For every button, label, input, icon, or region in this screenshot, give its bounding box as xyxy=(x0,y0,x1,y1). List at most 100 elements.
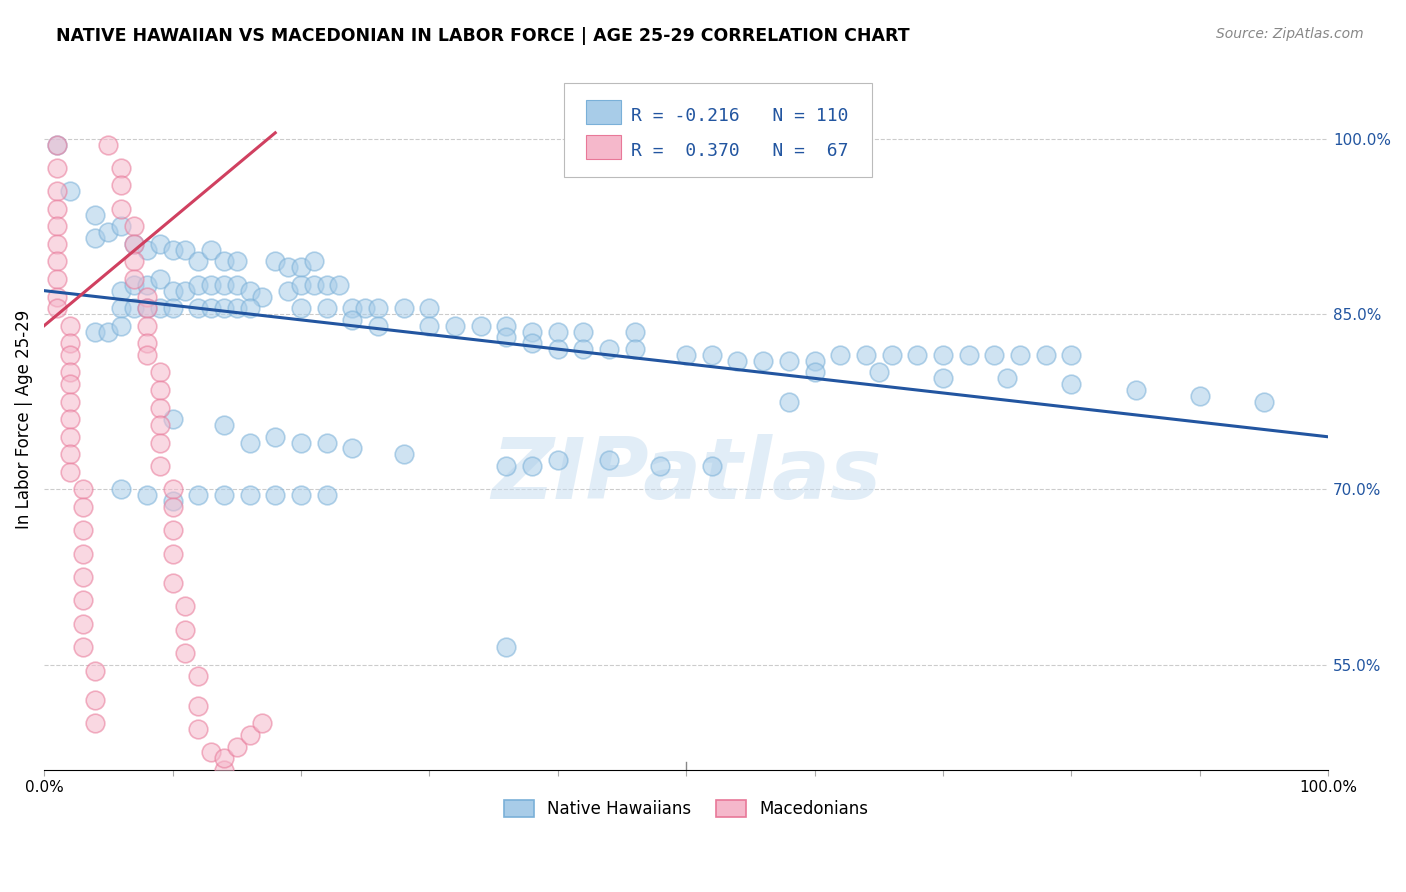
Point xyxy=(290,301,312,316)
Point xyxy=(174,243,197,257)
Point xyxy=(225,254,247,268)
Point xyxy=(59,430,82,444)
Point xyxy=(110,178,132,193)
Point xyxy=(162,412,184,426)
Point xyxy=(727,353,749,368)
Point xyxy=(72,593,94,607)
Point xyxy=(135,348,157,362)
Point xyxy=(84,664,107,678)
Point xyxy=(135,289,157,303)
Point xyxy=(520,325,543,339)
FancyBboxPatch shape xyxy=(564,83,872,178)
Point xyxy=(187,488,209,502)
Point xyxy=(495,458,517,473)
Point xyxy=(110,483,132,497)
Point xyxy=(149,301,172,316)
Point xyxy=(122,254,145,268)
Point xyxy=(212,277,235,292)
Point xyxy=(328,277,350,292)
Point xyxy=(957,348,980,362)
Point xyxy=(59,412,82,426)
Point xyxy=(623,342,645,356)
Point xyxy=(200,243,222,257)
Point xyxy=(200,301,222,316)
Point xyxy=(1008,348,1031,362)
Point xyxy=(803,366,825,380)
Point xyxy=(1035,348,1057,362)
Point xyxy=(290,488,312,502)
Point xyxy=(225,739,247,754)
Point xyxy=(135,301,157,316)
Point xyxy=(315,435,337,450)
Point xyxy=(778,394,800,409)
Point xyxy=(84,693,107,707)
Point xyxy=(572,342,595,356)
Point xyxy=(290,260,312,275)
Point xyxy=(187,277,209,292)
Text: R =  0.370   N =  67: R = 0.370 N = 67 xyxy=(631,142,848,161)
Point xyxy=(110,318,132,333)
Point xyxy=(46,272,69,286)
Point xyxy=(187,722,209,736)
Point xyxy=(264,488,287,502)
Point xyxy=(225,301,247,316)
Point xyxy=(367,301,389,316)
Point xyxy=(212,763,235,777)
Point xyxy=(46,301,69,316)
Point xyxy=(367,318,389,333)
Point xyxy=(1188,389,1211,403)
Point xyxy=(598,453,620,467)
Point xyxy=(149,366,172,380)
Point xyxy=(72,570,94,584)
Point xyxy=(135,301,157,316)
Point xyxy=(72,547,94,561)
Point xyxy=(315,277,337,292)
Point xyxy=(46,254,69,268)
Point xyxy=(547,325,569,339)
Point xyxy=(59,184,82,198)
Point xyxy=(122,301,145,316)
Point xyxy=(187,301,209,316)
Point xyxy=(162,547,184,561)
Point xyxy=(46,236,69,251)
Point xyxy=(315,301,337,316)
FancyBboxPatch shape xyxy=(586,136,620,159)
Point xyxy=(315,488,337,502)
Point xyxy=(59,465,82,479)
Point xyxy=(995,371,1018,385)
Point xyxy=(97,325,120,339)
Point xyxy=(418,301,440,316)
Point xyxy=(110,301,132,316)
Point xyxy=(212,254,235,268)
Point xyxy=(72,483,94,497)
Point xyxy=(1060,377,1083,392)
Point xyxy=(174,284,197,298)
Point xyxy=(72,616,94,631)
Point xyxy=(290,435,312,450)
Point xyxy=(700,348,723,362)
Point xyxy=(212,418,235,433)
Point xyxy=(135,243,157,257)
Point xyxy=(162,284,184,298)
Point xyxy=(46,202,69,216)
Point xyxy=(392,301,415,316)
Point xyxy=(342,301,364,316)
Point xyxy=(342,313,364,327)
Point xyxy=(547,342,569,356)
Legend: Native Hawaiians, Macedonians: Native Hawaiians, Macedonians xyxy=(498,793,875,825)
Point xyxy=(46,137,69,152)
Point xyxy=(238,435,260,450)
Point xyxy=(149,458,172,473)
Point xyxy=(174,623,197,637)
Point xyxy=(1060,348,1083,362)
Point xyxy=(264,254,287,268)
Point xyxy=(162,301,184,316)
Point xyxy=(212,488,235,502)
Point xyxy=(200,277,222,292)
Point xyxy=(149,401,172,415)
Text: Source: ZipAtlas.com: Source: ZipAtlas.com xyxy=(1216,27,1364,41)
Point xyxy=(547,453,569,467)
Point xyxy=(84,325,107,339)
Point xyxy=(252,289,274,303)
Point xyxy=(778,353,800,368)
